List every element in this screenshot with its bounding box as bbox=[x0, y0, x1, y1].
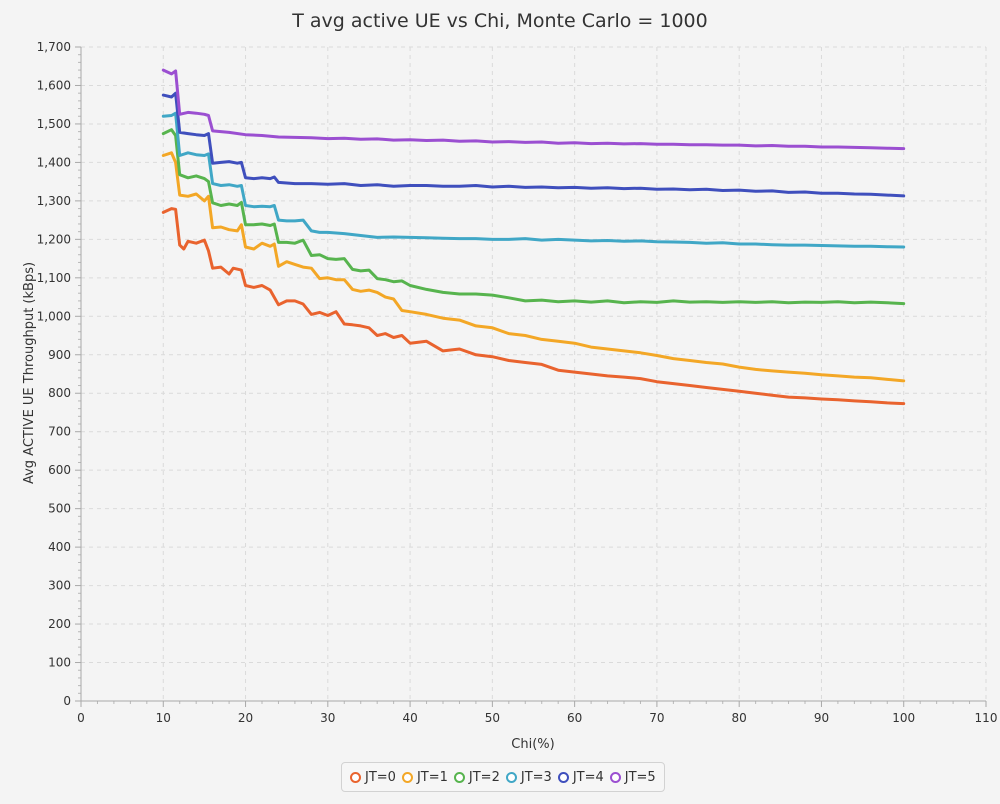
y-tick-label: 700 bbox=[48, 425, 71, 439]
x-tick-label: 20 bbox=[238, 711, 253, 725]
legend-item-jt1: JT=1 bbox=[401, 769, 448, 785]
series-line-jt1 bbox=[161, 151, 906, 383]
legend: JT=0 JT=1 JT=2 JT=3 JT=4 JT=5 bbox=[341, 762, 665, 792]
y-tick-label: 1,100 bbox=[37, 271, 71, 285]
series-line-jt4 bbox=[161, 91, 906, 198]
x-tick-label: 0 bbox=[77, 711, 85, 725]
y-axis-label: Avg ACTIVE UE Throughput (kBps) bbox=[22, 262, 37, 484]
x-tick-label: 90 bbox=[814, 711, 829, 725]
y-tick-label: 200 bbox=[48, 617, 71, 631]
y-tick-label: 600 bbox=[48, 463, 71, 477]
legend-item-jt3: JT=3 bbox=[505, 769, 552, 785]
y-tick-label: 1,600 bbox=[37, 78, 71, 92]
series-line-jt3 bbox=[161, 111, 906, 249]
series-line-jt2 bbox=[161, 128, 906, 306]
y-tick-label: 800 bbox=[48, 386, 71, 400]
legend-label: JT=2 bbox=[468, 769, 500, 785]
x-tick-label: 10 bbox=[156, 711, 171, 725]
legend-marker-icon bbox=[505, 771, 517, 783]
x-tick-label: 80 bbox=[732, 711, 747, 725]
legend-label: JT=4 bbox=[572, 769, 604, 785]
plot-background bbox=[81, 47, 986, 701]
series-line-jt5 bbox=[161, 68, 906, 151]
axes: 01002003004005006007008009001,0001,1001,… bbox=[37, 40, 998, 725]
y-tick-label: 1,500 bbox=[37, 117, 71, 131]
y-tick-label: 1,700 bbox=[37, 40, 71, 54]
x-tick-label: 40 bbox=[402, 711, 417, 725]
x-tick-label: 50 bbox=[485, 711, 500, 725]
y-tick-label: 1,400 bbox=[37, 155, 71, 169]
legend-marker-icon bbox=[401, 771, 413, 783]
y-tick-label: 1,300 bbox=[37, 194, 71, 208]
x-tick-label: 110 bbox=[975, 711, 998, 725]
grid bbox=[81, 46, 987, 701]
legend-marker-icon bbox=[609, 771, 621, 783]
y-tick-label: 900 bbox=[48, 348, 71, 362]
legend-item-jt0: JT=0 bbox=[350, 770, 396, 785]
y-tick-label: 1,200 bbox=[37, 232, 71, 246]
legend-item-jt4: JT=4 bbox=[557, 769, 604, 785]
y-tick-label: 300 bbox=[48, 579, 71, 593]
legend-item-jt2: JT=2 bbox=[453, 769, 500, 785]
legend-marker-icon bbox=[350, 771, 361, 783]
chart-title: T avg active UE vs Chi, Monte Carlo = 10… bbox=[291, 10, 707, 32]
x-tick-label: 70 bbox=[649, 711, 664, 725]
legend-label: JT=0 bbox=[365, 769, 396, 785]
x-tick-label: 60 bbox=[567, 711, 582, 725]
series-line-jt0 bbox=[161, 207, 906, 406]
legend-item-jt5: JT=5 bbox=[609, 769, 656, 785]
y-tick-label: 500 bbox=[48, 502, 71, 516]
y-tick-label: 0 bbox=[63, 694, 71, 708]
legend-label: JT=3 bbox=[520, 769, 552, 785]
y-tick-label: 400 bbox=[48, 540, 71, 554]
x-tick-label: 30 bbox=[320, 711, 335, 725]
legend-marker-icon bbox=[453, 771, 465, 783]
x-tick-label: 100 bbox=[892, 711, 915, 725]
legend-label: JT=5 bbox=[624, 769, 656, 785]
legend-label: JT=1 bbox=[416, 769, 448, 785]
series-group bbox=[161, 68, 906, 406]
y-tick-label: 1,000 bbox=[37, 309, 71, 323]
legend-marker-icon bbox=[557, 771, 569, 783]
y-tick-label: 100 bbox=[48, 656, 71, 670]
x-axis-label: Chi(%) bbox=[511, 737, 554, 752]
